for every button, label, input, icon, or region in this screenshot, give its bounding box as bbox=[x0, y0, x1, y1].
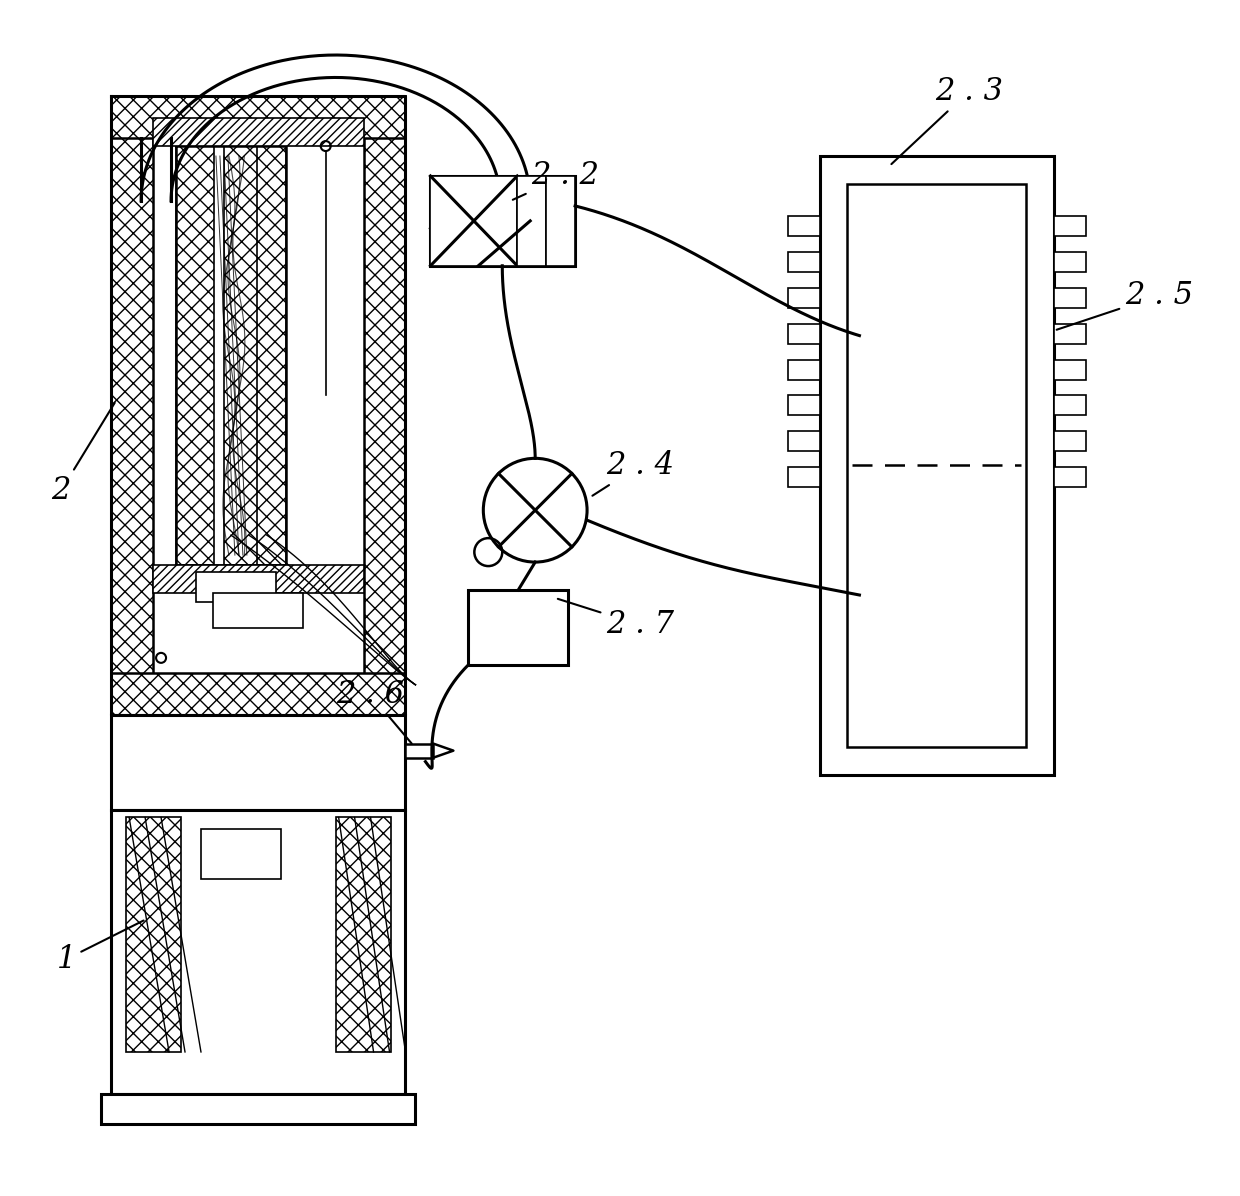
Bar bbox=[126, 818, 181, 1052]
Bar bbox=[1054, 288, 1086, 307]
Bar bbox=[176, 146, 215, 565]
Bar bbox=[196, 572, 275, 602]
Text: 1: 1 bbox=[57, 921, 144, 975]
Text: 2 . 6: 2 . 6 bbox=[336, 679, 412, 744]
Bar bbox=[546, 176, 575, 266]
Bar bbox=[112, 810, 405, 1094]
Bar bbox=[820, 155, 1054, 775]
Bar bbox=[787, 288, 820, 307]
Text: 2 . 4: 2 . 4 bbox=[593, 450, 675, 495]
Text: 2 . 2: 2 . 2 bbox=[513, 160, 599, 200]
Bar bbox=[405, 744, 434, 757]
Text: 2 . 3: 2 . 3 bbox=[892, 75, 1003, 164]
Bar bbox=[787, 216, 820, 236]
Bar bbox=[787, 324, 820, 343]
Bar bbox=[363, 96, 405, 715]
Bar bbox=[213, 593, 303, 628]
Text: 2 . 7: 2 . 7 bbox=[558, 599, 675, 640]
Bar bbox=[153, 118, 363, 146]
Bar bbox=[430, 176, 517, 266]
Bar bbox=[787, 432, 820, 451]
Text: 2 . 5: 2 . 5 bbox=[1056, 280, 1193, 330]
Bar bbox=[430, 176, 575, 266]
Bar bbox=[201, 830, 280, 879]
Bar bbox=[112, 673, 405, 715]
Bar bbox=[1054, 468, 1086, 487]
Bar bbox=[112, 96, 153, 715]
Bar bbox=[102, 1094, 415, 1124]
Bar bbox=[336, 818, 391, 1052]
Text: 2: 2 bbox=[52, 403, 115, 506]
Bar bbox=[517, 176, 546, 266]
Bar bbox=[112, 96, 405, 138]
Bar bbox=[1054, 252, 1086, 271]
Bar bbox=[1054, 216, 1086, 236]
Bar bbox=[1054, 324, 1086, 343]
Bar bbox=[112, 715, 405, 810]
Bar bbox=[787, 252, 820, 271]
Bar bbox=[224, 146, 257, 565]
Bar bbox=[787, 468, 820, 487]
Bar bbox=[1054, 432, 1086, 451]
Bar bbox=[248, 146, 285, 565]
Bar bbox=[847, 184, 1025, 746]
Bar bbox=[787, 360, 820, 379]
Bar bbox=[1054, 396, 1086, 415]
Bar bbox=[469, 590, 568, 665]
Bar bbox=[787, 396, 820, 415]
Bar bbox=[153, 565, 363, 593]
Bar bbox=[1054, 360, 1086, 379]
